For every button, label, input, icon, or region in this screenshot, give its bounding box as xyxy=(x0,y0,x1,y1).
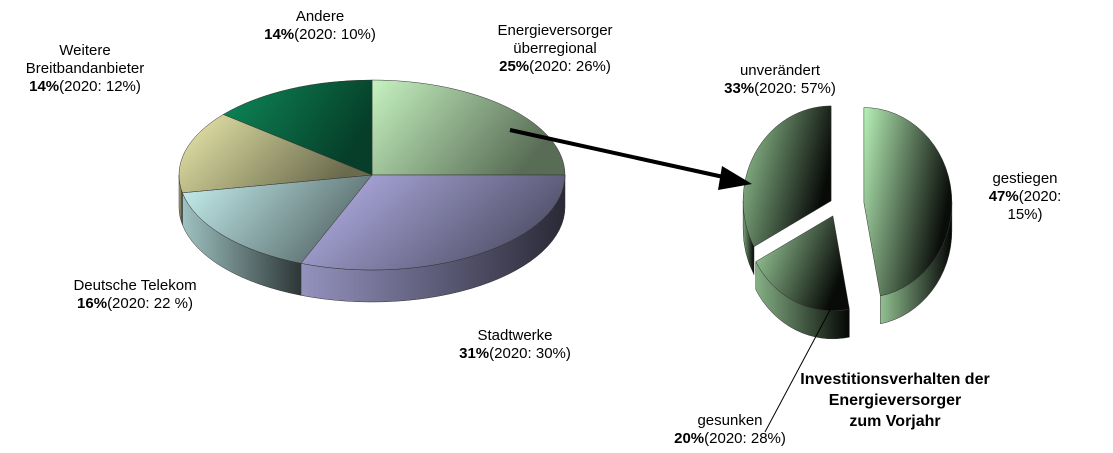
slice-label: Weitere Breitbandanbieter 14%(2020: 12%) xyxy=(26,42,144,96)
arrow xyxy=(509,128,729,180)
slice xyxy=(300,174,566,271)
category-label: Deutsche Telekom xyxy=(73,277,197,294)
pie xyxy=(178,79,566,303)
previous-label: (2020: 30%) xyxy=(489,345,571,362)
pie-tops xyxy=(178,79,566,271)
slice xyxy=(222,79,373,176)
value-label: 14% xyxy=(29,78,60,95)
category-label: Weitere Breitbandanbieter xyxy=(25,42,145,77)
slice xyxy=(742,105,832,248)
slice-label: gestiegen 47%(2020: 15%) xyxy=(981,170,1069,224)
slice xyxy=(371,79,566,176)
previous-label: (2020: 26%) xyxy=(529,58,611,75)
slice xyxy=(863,107,953,297)
value-label: 14% xyxy=(264,26,295,43)
category-label: gesunken xyxy=(697,412,763,429)
slice-label: unverändert 33%(2020: 57%) xyxy=(724,62,836,98)
previous-label: (2020: 22 %) xyxy=(107,295,193,312)
previous-label: (2020: 10%) xyxy=(294,26,376,43)
pie-tops xyxy=(742,105,953,312)
value-label: 16% xyxy=(77,295,108,312)
category-label: Andere xyxy=(295,8,345,25)
slice-label: Andere 14%(2020: 10%) xyxy=(264,8,376,44)
value-label: 20% xyxy=(674,430,705,447)
previous-label: (2020: 12%) xyxy=(59,78,141,95)
slice-label: Deutsche Telekom 16%(2020: 22 %) xyxy=(73,277,196,313)
value-label: 25% xyxy=(499,58,530,75)
pie xyxy=(742,105,953,340)
category-label: Stadtwerke xyxy=(477,327,553,344)
value-label: 33% xyxy=(724,80,755,97)
value-label: 47% xyxy=(988,188,1019,205)
category-label: Energieversorger überregional xyxy=(497,22,613,57)
chart-title: Investitionsverhalten der Energieversorg… xyxy=(800,371,990,430)
slice xyxy=(182,174,373,264)
category-label: gestiegen xyxy=(992,170,1058,187)
slice-label: Stadtwerke 31%(2020: 30%) xyxy=(459,327,571,363)
slice xyxy=(178,114,373,194)
category-label: unverändert xyxy=(739,62,821,79)
previous-label: (2020: 57%) xyxy=(754,80,836,97)
previous-label: (2020: 28%) xyxy=(704,430,786,447)
arrow-head xyxy=(718,166,752,190)
leader-line xyxy=(764,309,831,433)
slice xyxy=(755,215,850,312)
slice-label: Energieversorger überregional 25%(2020: 2… xyxy=(497,22,612,76)
slice-label: gesunken 20%(2020: 28%) xyxy=(674,412,786,448)
previous-label: (2020: 15%) xyxy=(1007,188,1062,223)
value-label: 31% xyxy=(459,345,490,362)
